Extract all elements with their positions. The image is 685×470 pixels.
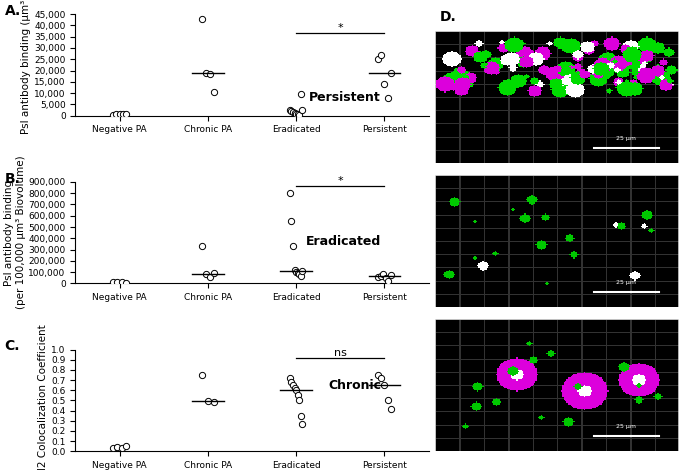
Y-axis label: PsI antibody binding (μm³): PsI antibody binding (μm³) [21, 0, 32, 134]
Text: *: * [338, 176, 343, 186]
Text: D.: D. [439, 10, 456, 24]
Text: ns: ns [334, 348, 347, 358]
Text: Persistent: Persistent [309, 91, 381, 104]
Text: B.: B. [5, 172, 21, 186]
Text: C.: C. [5, 339, 20, 353]
Text: 25 μm: 25 μm [616, 136, 636, 141]
Text: *: * [338, 24, 343, 33]
Y-axis label: M2 Colocalization Coefficient: M2 Colocalization Coefficient [38, 324, 49, 470]
Text: 25 μm: 25 μm [616, 281, 636, 285]
Text: A.: A. [5, 4, 21, 18]
Text: Eradicated: Eradicated [306, 235, 381, 248]
Y-axis label: PsI antibody binding
(per 100,000 μm³ Biovolume): PsI antibody binding (per 100,000 μm³ Bi… [4, 156, 25, 309]
Text: 25 μm: 25 μm [616, 424, 636, 429]
Text: Chronic: Chronic [328, 379, 381, 392]
